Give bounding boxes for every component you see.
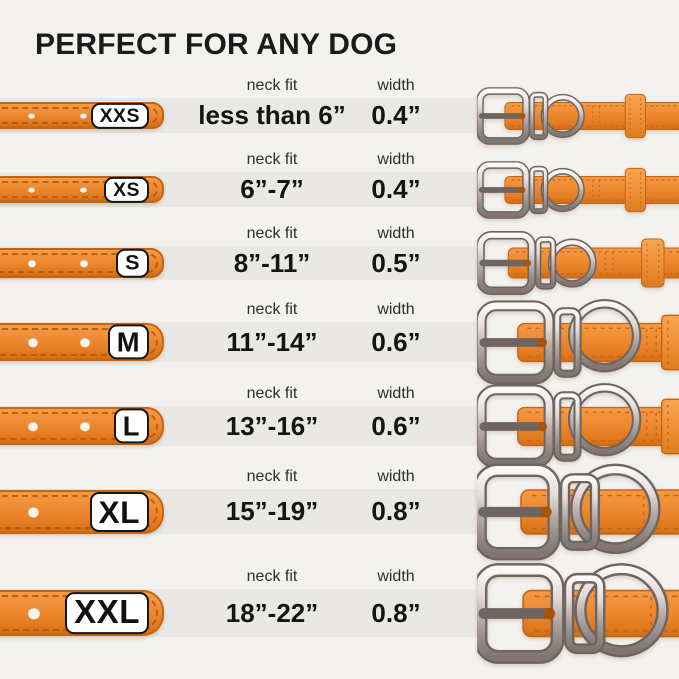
size-badge: S [116, 248, 149, 278]
column-label-neck-fit: neck fit [246, 468, 298, 485]
width-value: 0.6” [371, 327, 421, 357]
size-row-xxs: neck fit width XXS less than 6” 0.4” [0, 76, 679, 206]
column-label-neck-fit: neck fit [246, 301, 298, 318]
column-label-neck-fit: neck fit [246, 77, 298, 94]
size-row-m: neck fit width M 11”-14” 0.6” [0, 300, 679, 430]
size-badge: L [113, 408, 149, 444]
collar-strap: XS [0, 176, 164, 203]
size-badge: XXS [90, 102, 149, 129]
collar-buckle-graphic [477, 552, 679, 675]
strap-stitching [0, 253, 158, 273]
collar-buckle-graphic [477, 295, 679, 390]
collar-strap: XL [0, 489, 164, 534]
width-value: 0.4” [371, 100, 421, 130]
collar-hole [28, 186, 35, 193]
collar-hole [80, 259, 88, 267]
width-value: 0.5” [371, 248, 421, 278]
strap-stitching [0, 494, 158, 529]
size-row-xs: neck fit width XS 6”-7” 0.4” [0, 150, 679, 280]
collar-hole [28, 506, 39, 517]
column-label-width: width [377, 385, 415, 402]
collar-hole [28, 421, 38, 431]
column-label-width: width [377, 225, 415, 242]
collar-hole [80, 112, 87, 119]
neck-fit-value: less than 6” [198, 100, 346, 130]
neck-fit-value: 6”-7” [240, 174, 304, 204]
size-row-s: neck fit width S 8”-11” 0.5” [0, 224, 679, 354]
width-value: 0.4” [371, 174, 421, 204]
collar-hole [28, 337, 38, 347]
collar-hole [80, 186, 87, 193]
size-row-xl: neck fit width XL 15”-19” 0.8” [0, 467, 679, 597]
strap-stitching [0, 181, 158, 198]
neck-fit-value: 15”-19” [225, 496, 319, 526]
strap-stitching [0, 328, 158, 356]
column-label-width: width [377, 468, 415, 485]
collar-buckle-graphic [477, 231, 679, 295]
column-label-neck-fit: neck fit [246, 385, 298, 402]
column-label-width: width [377, 77, 415, 94]
size-badge: XL [89, 491, 149, 532]
column-label-width: width [377, 151, 415, 168]
collar-hole [28, 259, 36, 267]
collar-strap: XXS [0, 102, 164, 129]
column-label-neck-fit: neck fit [246, 225, 298, 242]
size-row-xxl: neck fit width XXL 18”-22” 0.8” [0, 567, 679, 679]
width-value: 0.8” [371, 496, 421, 526]
collar-strap: XXL [0, 590, 164, 636]
width-value: 0.6” [371, 411, 421, 441]
collar-hole [28, 112, 35, 119]
neck-fit-value: 8”-11” [233, 248, 311, 278]
width-value: 0.8” [371, 598, 421, 628]
collar-hole [80, 337, 90, 347]
size-badge: XS [104, 176, 149, 203]
column-label-neck-fit: neck fit [246, 151, 298, 168]
collar-strap: S [0, 248, 164, 278]
page-title: PERFECT FOR ANY DOG [35, 28, 398, 61]
collar-strap: M [0, 323, 164, 361]
neck-fit-value: 13”-16” [225, 411, 319, 441]
collar-buckle-graphic [477, 87, 679, 145]
collar-hole [80, 421, 90, 431]
collar-hole [28, 607, 40, 619]
column-label-width: width [377, 568, 415, 585]
neck-fit-value: 18”-22” [225, 598, 319, 628]
collar-buckle-graphic [477, 161, 679, 219]
column-label-neck-fit: neck fit [246, 568, 298, 585]
neck-fit-value: 11”-14” [226, 327, 318, 357]
strap-stitching [0, 107, 158, 124]
column-label-width: width [377, 301, 415, 318]
collar-strap: L [0, 407, 164, 445]
size-badge: M [107, 324, 149, 360]
size-badge: XXL [65, 592, 149, 634]
strap-stitching [0, 412, 158, 440]
size-row-l: neck fit width L 13”-16” 0.6” [0, 384, 679, 514]
